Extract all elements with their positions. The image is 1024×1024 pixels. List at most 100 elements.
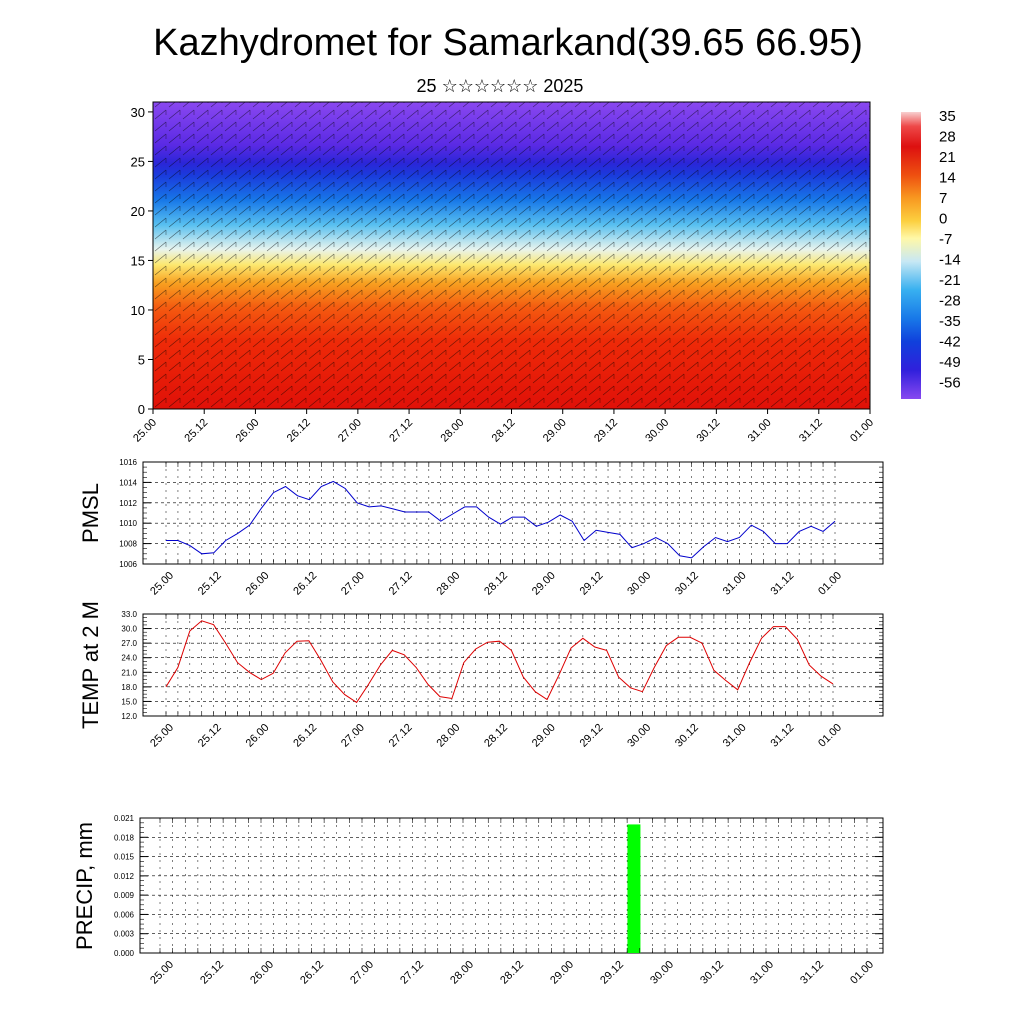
colorbar-label: -28	[939, 293, 961, 310]
temp-x-tick-label: 27.12	[387, 722, 415, 750]
temp-line	[165, 620, 834, 704]
temp-x-tick-label: 31.00	[721, 722, 749, 750]
colorbar-label: 28	[939, 129, 956, 146]
heatmap-y-tick-label: 30	[131, 105, 145, 120]
pmsl-x-tick-label: 31.00	[721, 570, 749, 598]
pmsl-ylabel: PMSL	[78, 483, 103, 543]
precip-y-tick-label: 0.003	[114, 930, 135, 939]
heatmap-x-tick-label: 25.12	[182, 417, 210, 445]
chart-subtitle: 25 ☆☆☆☆☆☆ 2025	[417, 76, 584, 96]
precip-x-tick-label: 31.00	[748, 959, 776, 987]
temp-ylabel: TEMP at 2 M	[78, 601, 103, 729]
heatmap-x-tick-label: 29.00	[541, 417, 569, 445]
colorbar-label: 14	[939, 170, 956, 187]
colorbar-label: -49	[939, 354, 961, 371]
temp-x-tick-label: 27.00	[339, 722, 367, 750]
heatmap-y-axis: 0 5 10 15 20 25 30	[131, 105, 153, 417]
precip-y-tick-label: 0.000	[114, 949, 135, 958]
precip-x-tick-label: 30.12	[698, 959, 726, 987]
heatmap-x-tick-label: 31.12	[797, 417, 825, 445]
precip-frame	[139, 817, 884, 954]
precip-x-tick-label: 29.12	[598, 959, 626, 987]
pmsl-x-tick-label: 01.00	[816, 570, 844, 598]
heatmap-x-tick-label: 28.12	[490, 417, 518, 445]
pmsl-x-tick-label: 25.00	[148, 570, 176, 598]
precip-x-tick-label: 25.00	[148, 959, 176, 987]
colorbar-label: 35	[939, 108, 956, 125]
pmsl-x-tick-label: 29.12	[578, 570, 606, 598]
pmsl-y-tick-label: 1014	[119, 478, 137, 487]
temp-x-tick-label: 29.00	[530, 722, 558, 750]
colorbar-gradient	[901, 112, 921, 399]
colorbar-label: 21	[939, 149, 956, 166]
temp-y-tick-label: 24.0	[121, 654, 137, 663]
precip-x-tick-label: 28.00	[448, 959, 476, 987]
pmsl-x-tick-label: 27.12	[387, 570, 415, 598]
wind-barbs-overlay	[153, 102, 870, 409]
pmsl-x-tick-label: 26.00	[244, 570, 272, 598]
precip-y-axis: 0.000 0.003 0.006 0.009 0.012 0.015 0.018 0.021	[114, 814, 883, 958]
heatmap-y-tick-label: 25	[131, 154, 145, 169]
heatmap-x-tick-label: 26.12	[285, 417, 313, 445]
precip-y-tick-label: 0.012	[114, 872, 135, 881]
precip-x-tick-label: 29.00	[548, 959, 576, 987]
pmsl-y-axis: 1006 1008 1010 1012 1014 1016	[119, 458, 883, 569]
heatmap-y-tick-label: 10	[131, 303, 145, 318]
colorbar-label: -35	[939, 313, 961, 330]
heatmap-x-tick-label: 25.00	[131, 417, 159, 445]
pmsl-x-tick-label: 30.00	[625, 570, 653, 598]
heatmap-y-tick-label: 20	[131, 204, 145, 219]
temp-y-tick-label: 33.0	[121, 610, 137, 619]
colorbar-labels: 35 28 21 14 7 0 -7 -14 -21 -28 -35 -42 -49 -56	[939, 108, 961, 392]
temp-y-tick-label: 15.0	[121, 697, 137, 706]
temp-y-tick-label: 21.0	[121, 668, 137, 677]
precip-y-tick-label: 0.021	[114, 814, 135, 823]
temp-y-axis: 12.0 15.0 18.0 21.0 24.0 27.0 30.0 33.0	[121, 610, 883, 721]
precip-bars	[627, 824, 641, 953]
temp-y-tick-label: 30.0	[121, 625, 137, 634]
temp-y-tick-label: 18.0	[121, 683, 137, 692]
precip-panel: 0.000 0.003 0.006 0.009 0.012 0.015 0.018 0.021…	[72, 814, 884, 987]
colorbar-label: 0	[939, 211, 947, 228]
pmsl-panel: 1006 1008 1010 1012 1014 1016 25.00 25.12 26.00…	[78, 458, 884, 598]
pmsl-x-tick-label: 31.12	[768, 570, 796, 598]
pmsl-x-tick-label: 30.12	[673, 570, 701, 598]
pmsl-x-tick-label: 28.12	[482, 570, 510, 598]
pmsl-x-tick-label: 25.12	[196, 570, 224, 598]
heatmap-x-axis: 25.00 25.12 26.00 26.12 27.00 27.12 28.00 28.12…	[131, 409, 876, 445]
colorbar-label: 7	[939, 190, 947, 207]
colorbar-label: -7	[939, 231, 952, 248]
pmsl-y-tick-label: 1008	[119, 540, 137, 549]
heatmap-x-tick-label: 31.00	[746, 417, 774, 445]
precip-x-tick-label: 27.00	[348, 959, 376, 987]
pmsl-grid	[143, 462, 883, 564]
temp-grid	[143, 614, 883, 716]
precip-y-tick-label: 0.006	[114, 910, 135, 919]
temp-x-tick-label: 30.12	[673, 722, 701, 750]
precip-x-tick-label: 25.12	[198, 959, 226, 987]
heatmap-x-tick-label: 27.00	[336, 417, 364, 445]
colorbar-label: -42	[939, 334, 961, 351]
precip-y-tick-label: 0.009	[114, 891, 135, 900]
temp-x-tick-label: 25.00	[148, 722, 176, 750]
pmsl-x-tick-label: 28.00	[434, 570, 462, 598]
pmsl-x-tick-label: 29.00	[530, 570, 558, 598]
heatmap-y-tick-label: 15	[131, 253, 145, 268]
temp-frame	[142, 613, 884, 717]
pmsl-y-tick-label: 1016	[119, 458, 137, 467]
pmsl-y-tick-label: 1006	[119, 560, 137, 569]
precip-x-tick-label: 28.12	[498, 959, 526, 987]
pmsl-y-tick-label: 1010	[119, 519, 137, 528]
precip-x-tick-label: 30.00	[648, 959, 676, 987]
temp-y-tick-label: 12.0	[121, 712, 137, 721]
pmsl-x-tick-label: 27.00	[339, 570, 367, 598]
temp-x-tick-label: 28.00	[434, 722, 462, 750]
temp-x-tick-label: 31.12	[768, 722, 796, 750]
temp-x-tick-label: 29.12	[578, 722, 606, 750]
pmsl-frame	[142, 461, 884, 565]
temp-x-tick-label: 28.12	[482, 722, 510, 750]
temp-y-tick-label: 27.0	[121, 639, 137, 648]
colorbar: 35 28 21 14 7 0 -7 -14 -21 -28 -35 -42 -49 -56	[901, 108, 961, 399]
pmsl-line	[166, 480, 836, 559]
